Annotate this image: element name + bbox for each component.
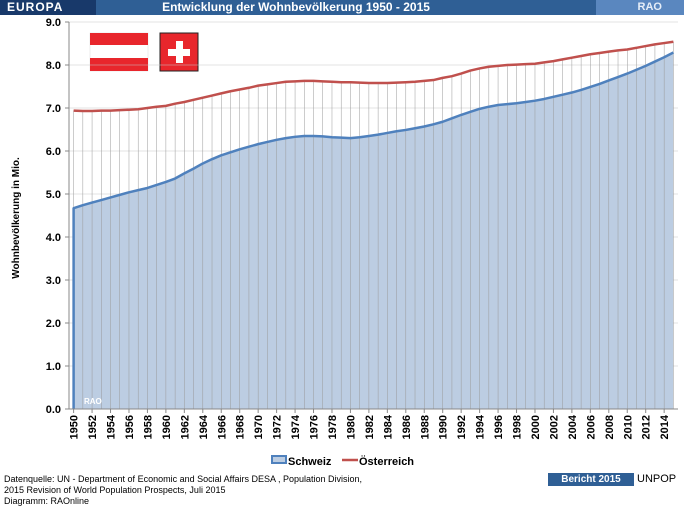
legend-label-oesterreich: Österreich xyxy=(359,455,414,468)
y-tick-label: 9.0 xyxy=(46,17,61,29)
x-tick-label: 1974 xyxy=(290,414,302,439)
x-tick-label: 1968 xyxy=(235,415,247,439)
x-tick-label: 1982 xyxy=(364,415,376,439)
line-oesterreich xyxy=(73,40,674,113)
x-tick-label: 2002 xyxy=(548,415,560,439)
y-tick-label: 3.0 xyxy=(46,275,61,287)
x-tick-label: 1970 xyxy=(253,415,265,439)
switzerland-flag xyxy=(159,32,199,72)
y-axis-label: Wohnbevölkerung in Mio. xyxy=(11,157,22,279)
x-tick-label: 1990 xyxy=(438,415,450,439)
x-tick-label: 1980 xyxy=(345,415,357,439)
chart-title: Entwicklung der Wohnbevölkerung 1950 - 2… xyxy=(162,0,430,14)
x-tick-label: 1960 xyxy=(161,415,173,439)
x-tick-label: 1956 xyxy=(124,415,136,439)
x-tick-label: 1986 xyxy=(401,415,413,439)
x-tick-label: 1984 xyxy=(382,414,394,439)
line-schweiz xyxy=(72,51,674,409)
austria-flag xyxy=(89,32,149,72)
rao-watermark: RAO xyxy=(84,397,102,406)
y-tick-label: 5.0 xyxy=(46,189,61,201)
x-tick-label: 1996 xyxy=(493,415,505,439)
x-tick-label: 2010 xyxy=(622,415,634,439)
region-label: EUROPA xyxy=(0,0,96,15)
source-line-3: Diagramm: RAOnline xyxy=(4,496,90,506)
population-chart: 0.0 1.0 2.0 3.0 4.0 5.0 6.0 7.0 8.0 9.0 1950 1952 1… xyxy=(11,17,678,468)
x-tick-label: 2004 xyxy=(567,414,579,439)
x-tick-label: 1950 xyxy=(69,415,81,439)
x-tick-label: 1964 xyxy=(198,414,210,439)
x-tick-label: 2000 xyxy=(530,415,542,439)
y-tick-label: 8.0 xyxy=(46,60,61,72)
y-tick-label: 0.0 xyxy=(46,404,61,416)
y-tick-label: 7.0 xyxy=(46,103,61,115)
legend-swatch-schweiz xyxy=(271,455,287,464)
x-tick-label: 1998 xyxy=(512,415,524,439)
brand-label: RAO xyxy=(596,0,684,15)
x-tick-label: 1976 xyxy=(309,415,321,439)
x-tick-label: 1978 xyxy=(327,415,339,439)
x-tick-label: 1962 xyxy=(179,415,191,439)
x-tick-label: 1954 xyxy=(106,414,118,439)
x-tick-label: 1988 xyxy=(419,415,431,439)
x-tick-label: 1972 xyxy=(272,415,284,439)
legend-label-schweiz: Schweiz xyxy=(288,456,332,468)
x-tick-label: 1958 xyxy=(142,415,154,439)
x-tick-label: 2006 xyxy=(585,415,597,439)
source-line-1: Datenquelle: UN - Department of Economic… xyxy=(4,474,363,484)
header-bar: EUROPA Entwicklung der Wohnbevölkerung 1… xyxy=(0,0,684,15)
y-tick-label: 2.0 xyxy=(46,318,61,330)
x-tick-label: 1952 xyxy=(87,415,99,439)
x-tick-label: 2008 xyxy=(604,415,616,439)
source-note: Datenquelle: UN - Department of Economic… xyxy=(4,474,362,507)
y-tick-label: 6.0 xyxy=(46,146,61,158)
x-tick-label: 1966 xyxy=(216,415,228,439)
y-tick-label: 1.0 xyxy=(46,361,61,373)
x-tick-label: 1994 xyxy=(475,414,487,439)
x-tick-label: 2012 xyxy=(641,415,653,439)
source-line-2: 2015 Revision of World Population Prospe… xyxy=(4,485,226,495)
legend: Schweiz Österreich xyxy=(271,455,414,468)
unpop-label: UNPOP xyxy=(637,473,677,485)
report-badge: Bericht 2015 xyxy=(548,473,634,486)
x-tick-label: 1992 xyxy=(456,415,468,439)
x-tick-label: 2014 xyxy=(659,414,671,439)
y-tick-label: 4.0 xyxy=(46,232,61,244)
area-schweiz xyxy=(73,52,674,409)
